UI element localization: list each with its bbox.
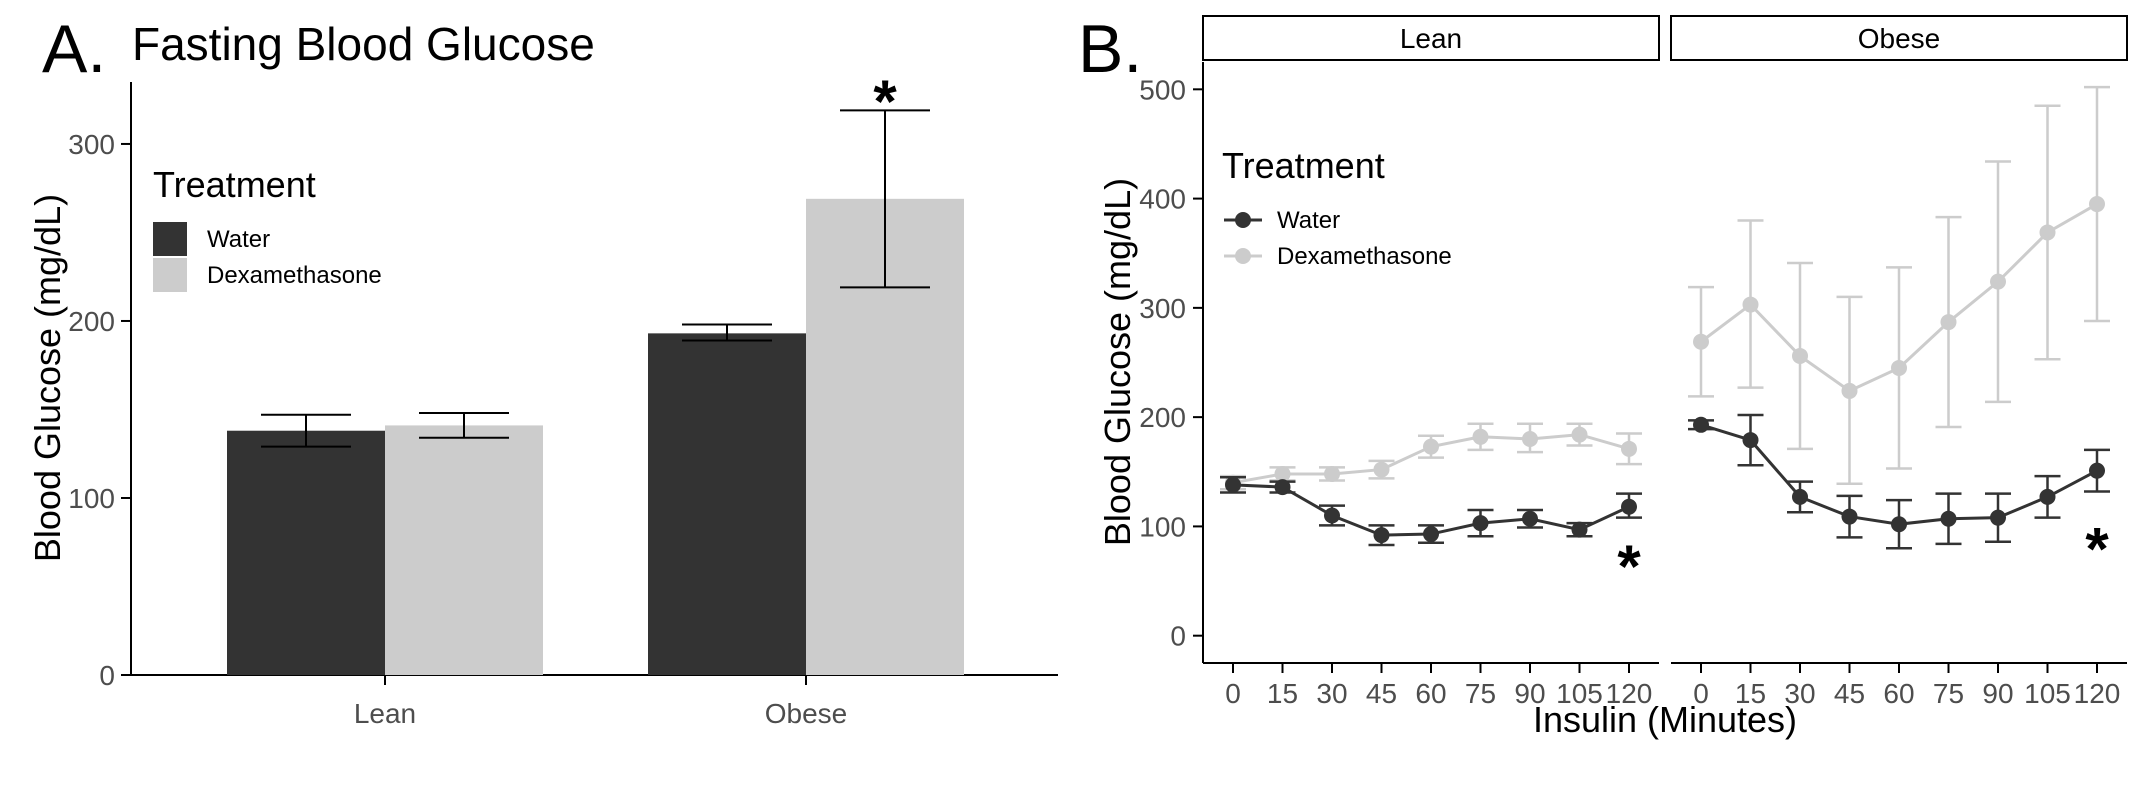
facet-lean-point-water-0 (1225, 477, 1241, 493)
facet-obese-point-water-120 (2089, 463, 2105, 479)
facet-obese-point-dexamethasone-75 (1941, 314, 1957, 330)
facet-obese-x-tick-label-90: 90 (1982, 678, 2013, 709)
panel-b-legend-label-water: Water (1277, 207, 1340, 234)
facet-strip-label-obese: Obese (1858, 23, 1941, 54)
facet-lean-point-dexamethasone-60 (1423, 439, 1439, 455)
panel-b-legend-label-dexamethasone: Dexamethasone (1277, 243, 1452, 270)
panel-a-y-axis-title: Blood Glucose (mg/dL) (27, 194, 68, 562)
panel-a-y-ticks: 0 100 200 300 (68, 129, 131, 691)
panel-a-y-tick-label-300: 300 (68, 129, 115, 160)
panel-a-title: Fasting Blood Glucose (132, 18, 595, 70)
panel-b-legend-point-water (1235, 212, 1251, 228)
facet-obese-point-water-45 (1842, 509, 1858, 525)
facet-lean-x-tick-label-30: 30 (1316, 678, 1347, 709)
facet-obese-point-water-30 (1792, 489, 1808, 505)
facet-lean-point-dexamethasone-90 (1522, 431, 1538, 447)
facet-obese-x-tick-label-120: 120 (2074, 678, 2121, 709)
facet-lean-x-tick-label-0: 0 (1225, 678, 1241, 709)
facet-obese-x-tick-label-45: 45 (1834, 678, 1865, 709)
facet-lean-point-dexamethasone-105 (1572, 427, 1588, 443)
panel-a-legend-label-dexamethasone: Dexamethasone (207, 262, 382, 289)
facet-lean-point-water-45 (1374, 527, 1390, 543)
panel-a-legend: Treatment Water Dexamethasone (153, 164, 382, 292)
bar-lean-dexamethasone (385, 425, 543, 675)
facet-obese-point-water-60 (1891, 516, 1907, 532)
facet-obese-significance-marker: * (2085, 516, 2109, 583)
facet-lean-point-dexamethasone-45 (1374, 462, 1390, 478)
facet-lean-point-water-30 (1324, 507, 1340, 523)
facet-obese-point-dexamethasone-30 (1792, 348, 1808, 364)
panel-b-legend-point-dexamethasone (1235, 248, 1251, 264)
facet-obese-x-tick-label-75: 75 (1933, 678, 1964, 709)
panel-b-y-tick-label-500: 500 (1139, 74, 1186, 105)
facet-obese-point-dexamethasone-120 (2089, 196, 2105, 212)
panel-a-y-tick-label-100: 100 (68, 483, 115, 514)
facet-obese-x-tick-label-105: 105 (2024, 678, 2071, 709)
panel-a-significance-marker: * (873, 68, 897, 135)
facet-lean-x-tick-label-15: 15 (1267, 678, 1298, 709)
facet-lean-point-water-60 (1423, 526, 1439, 542)
panel-a-x-ticks: Lean Obese (354, 675, 847, 729)
panel-a: A. Fasting Blood Glucose 0 100 200 300 Lean… (27, 11, 1058, 729)
panel-a-y-tick-label-0: 0 (99, 660, 115, 691)
panel-a-y-tick-label-200: 200 (68, 306, 115, 337)
panel-b-y-tick-label-300: 300 (1139, 293, 1186, 324)
panel-a-legend-key-dexamethasone (153, 258, 187, 292)
facet-obese-point-water-105 (2040, 489, 2056, 505)
facet-lean-point-dexamethasone-75 (1473, 429, 1489, 445)
panel-b-x-axis-title: Insulin (Minutes) (1533, 699, 1797, 740)
panel-a-legend-label-water: Water (207, 226, 270, 253)
facet-lean-point-water-120 (1621, 499, 1637, 515)
facet-obese-point-dexamethasone-0 (1693, 334, 1709, 350)
facet-lean-point-water-75 (1473, 515, 1489, 531)
panel-a-letter: A. (42, 11, 106, 87)
panel-b-legend-title: Treatment (1222, 145, 1385, 186)
facet-lean-x-tick-label-60: 60 (1415, 678, 1446, 709)
facet-lean-x-tick-label-75: 75 (1465, 678, 1496, 709)
panel-b-y-tick-label-400: 400 (1139, 184, 1186, 215)
facet-obese-point-dexamethasone-90 (1990, 274, 2006, 290)
facet-lean-point-water-15 (1275, 479, 1291, 495)
facet-lean-point-water-90 (1522, 511, 1538, 527)
facet-lean-point-water-105 (1572, 522, 1588, 538)
facet-lean-point-dexamethasone-120 (1621, 441, 1637, 457)
panel-b-letter: B. (1078, 11, 1142, 87)
facet-lean-x-tick-label-45: 45 (1366, 678, 1397, 709)
panel-a-x-tick-label-lean: Lean (354, 698, 416, 729)
facet-strip-label-lean: Lean (1400, 23, 1462, 54)
facet-obese-point-dexamethasone-60 (1891, 360, 1907, 376)
facet-obese-point-dexamethasone-45 (1842, 383, 1858, 399)
bar-lean-water (227, 431, 385, 675)
facet-obese-point-dexamethasone-15 (1743, 297, 1759, 313)
panel-a-x-tick-label-obese: Obese (765, 698, 848, 729)
panel-b-y-ticks: 0 100 200 300 400 500 (1139, 74, 1203, 651)
facet-obese-x-tick-label-60: 60 (1883, 678, 1914, 709)
facet-obese-point-water-75 (1941, 511, 1957, 527)
panel-b-y-tick-label-100: 100 (1139, 511, 1186, 542)
panel-b: B. Lean Obese 0 100 200 300 400 500 0 15 30 45 60… (1078, 11, 2127, 740)
facet-lean-point-dexamethasone-30 (1324, 466, 1340, 482)
facet-lean-significance-marker: * (1617, 533, 1641, 600)
facet-obese-point-water-0 (1693, 417, 1709, 433)
panel-b-y-tick-label-200: 200 (1139, 402, 1186, 433)
panel-b-y-tick-label-0: 0 (1170, 621, 1186, 652)
bar-obese-water (648, 333, 806, 675)
facet-obese-point-water-90 (1990, 510, 2006, 526)
panel-b-legend: Treatment Water Dexamethasone (1222, 145, 1452, 270)
panel-b-y-axis-title: Blood Glucose (mg/dL) (1097, 178, 1138, 546)
panel-a-legend-key-water (153, 222, 187, 256)
facet-obese-point-water-15 (1743, 432, 1759, 448)
facet-obese-point-dexamethasone-105 (2040, 224, 2056, 240)
panel-a-legend-title: Treatment (153, 164, 316, 205)
